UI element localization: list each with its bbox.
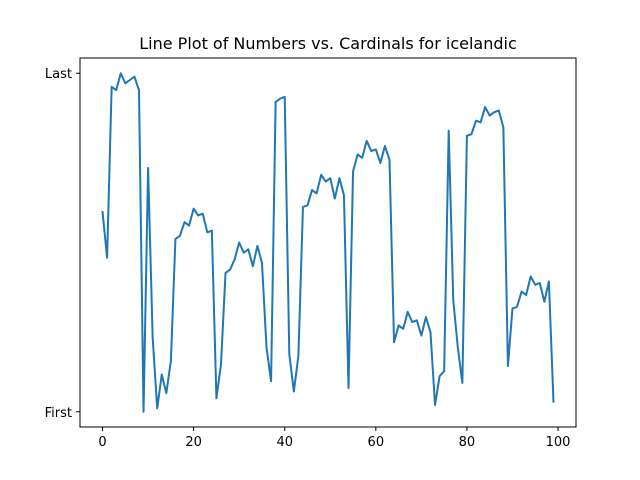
x-tick-label: 100 xyxy=(546,435,571,450)
x-tick-label: 60 xyxy=(368,435,385,450)
x-tick-label: 20 xyxy=(185,435,202,450)
series-line-0 xyxy=(101,72,555,413)
plot-area xyxy=(101,72,555,413)
y-tick-label: Last xyxy=(45,67,72,82)
chart-title: Line Plot of Numbers vs. Cardinals for i… xyxy=(139,34,517,53)
y-axis: First Last xyxy=(45,67,80,421)
plot-frame xyxy=(79,57,577,428)
x-tick-label: 40 xyxy=(276,435,293,450)
x-tick-label: 80 xyxy=(459,435,476,450)
y-tick-label: First xyxy=(45,406,72,421)
x-axis: 0 20 40 60 80 100 xyxy=(98,427,570,450)
x-tick-label: 0 xyxy=(98,435,106,450)
